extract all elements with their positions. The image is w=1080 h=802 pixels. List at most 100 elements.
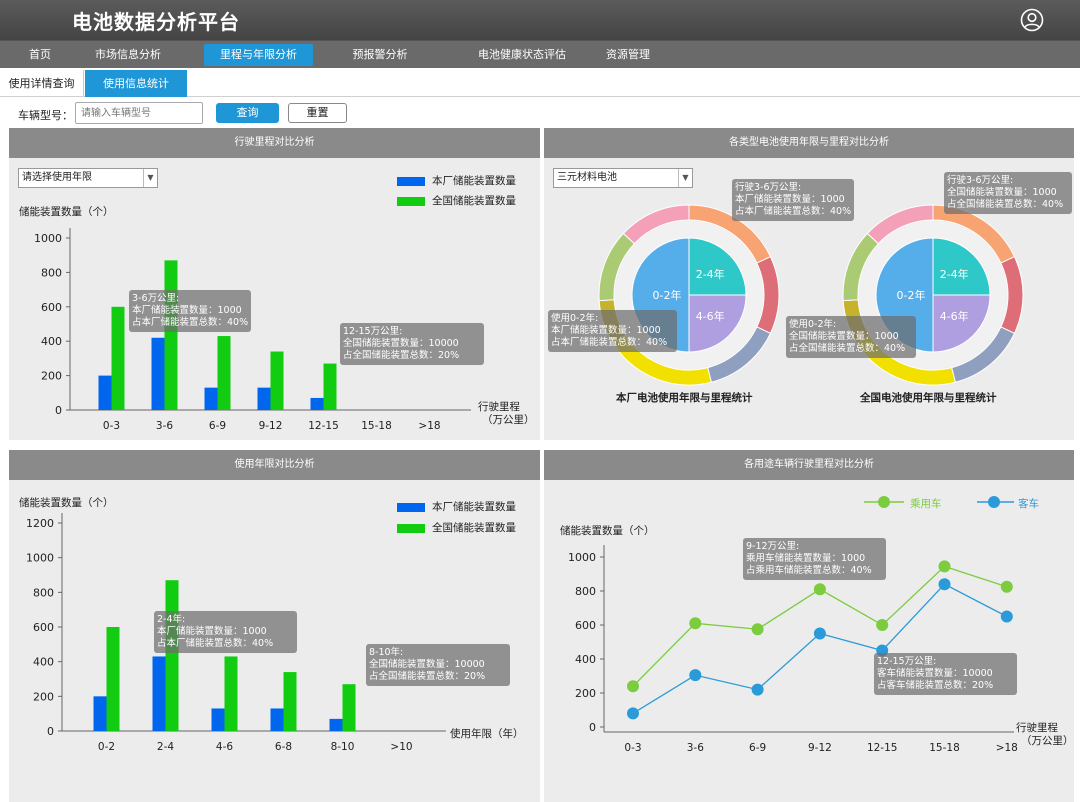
bar-factory	[93, 696, 107, 731]
y-axis-label: 储能装置数量（个）	[560, 525, 655, 537]
panel-header: 各类型电池使用年限与里程对比分析	[544, 128, 1074, 158]
bar-national	[323, 363, 337, 410]
bar-national	[106, 627, 120, 731]
bar-national	[165, 580, 179, 731]
main-nav: 首页 市场信息分析 里程与年限分析 预报警分析 电池健康状态评估 资源管理	[0, 40, 1080, 68]
x-tick-label: 15-18	[929, 742, 960, 754]
bar-national	[342, 684, 356, 731]
legend-swatch-blue	[397, 176, 425, 186]
query-button[interactable]: 查询	[216, 103, 279, 123]
data-point-bus	[1000, 610, 1013, 623]
tooltip-line: 使用0-2年:	[551, 313, 599, 324]
inner-slice	[932, 294, 991, 353]
legend-swatch-green	[397, 196, 425, 206]
tooltip-line: 12-15万公里:	[343, 326, 403, 337]
vehicle-model-input[interactable]	[75, 102, 203, 124]
tooltip-line: 2-4年:	[157, 614, 186, 625]
x-tick-label: 3-6	[156, 420, 173, 432]
tooltip-line: 全国储能装置数量：1000	[947, 187, 1057, 198]
age-select-value: 请选择使用年限	[22, 172, 92, 183]
nav-item-home[interactable]: 首页	[29, 48, 51, 61]
bar-factory	[310, 397, 324, 410]
slice-label: 4-6年	[940, 309, 969, 323]
tab-usage-detail[interactable]: 使用详情查询	[0, 70, 84, 97]
y-tick-label: 800	[33, 586, 54, 599]
y-tick-label: 600	[33, 621, 54, 634]
tooltip-line: 全国储能装置数量：10000	[369, 659, 485, 670]
outer-ring-segment	[622, 204, 690, 245]
tooltip-line: 本厂储能装置数量：1000	[157, 626, 267, 637]
tooltip-national-age: 使用0-2年: 全国储能装置数量：1000 占全国储能装置总数：40%	[786, 316, 916, 358]
x-axis-label: 行驶里程	[1016, 722, 1058, 734]
tooltip-line: 3-6万公里:	[132, 293, 180, 304]
y-tick-label: 0	[47, 725, 54, 738]
panel-header: 行驶里程对比分析	[9, 128, 540, 158]
y-axis-label: 储能装置数量（个）	[19, 497, 114, 509]
nav-item-warning[interactable]: 预报警分析	[352, 48, 408, 61]
tooltip-mileage-12-15: 12-15万公里: 全国储能装置数量：10000 占全国储能装置总数：20%	[340, 323, 484, 365]
tooltip-bus-12-15: 12-15万公里: 客车储能装置数量：10000 占客车储能装置总数：20%	[874, 653, 1017, 695]
data-point-passenger	[1000, 580, 1013, 593]
chevron-down-icon: ▼	[143, 169, 157, 187]
tooltip-line: 占本厂储能装置总数：40%	[735, 206, 852, 217]
reset-button[interactable]: 重置	[288, 103, 347, 123]
x-tick-label: 6-9	[209, 420, 226, 432]
outer-ring-segment	[866, 204, 934, 245]
legend-label-bus: 客车	[1018, 498, 1039, 510]
nav-item-resources[interactable]: 资源管理	[606, 48, 650, 61]
tooltip-line: 12-15万公里:	[877, 656, 937, 667]
nav-item-health[interactable]: 电池健康状态评估	[478, 48, 566, 61]
legend-label: 全国储能装置数量	[432, 195, 516, 207]
bar-national	[224, 656, 238, 731]
x-tick-label: >10	[390, 741, 412, 753]
tooltip-line: 8-10年:	[369, 647, 404, 658]
x-tick-label: 3-6	[687, 742, 704, 754]
nav-item-mileage-age[interactable]: 里程与年限分析	[204, 44, 313, 66]
slice-label: 0-2年	[653, 288, 682, 302]
y-tick-label: 1000	[568, 551, 596, 564]
x-tick-label: 0-2	[98, 741, 115, 753]
bar-factory	[211, 708, 225, 731]
tooltip-line: 客车储能装置数量：10000	[877, 668, 993, 679]
y-tick-label: 800	[41, 266, 62, 279]
vehicle-model-label: 车辆型号：	[18, 109, 73, 122]
legend-factory: 本厂储能装置数量	[397, 499, 516, 514]
x-tick-label: 8-10	[331, 741, 355, 753]
tooltip-passenger-9-12: 9-12万公里: 乘用车储能装置数量：1000 占乘用车储能装置总数：40%	[743, 538, 886, 580]
panel-header: 各用途车辆行驶里程对比分析	[544, 450, 1074, 480]
battery-type-select[interactable]: 三元材料电池 ▼	[553, 168, 693, 188]
bar-national	[283, 672, 297, 731]
tooltip-line: 占全国储能装置总数：40%	[947, 199, 1064, 210]
x-tick-label: 9-12	[808, 742, 832, 754]
nav-item-market[interactable]: 市场信息分析	[95, 48, 161, 61]
vehicle-line-chart: 0 200 400 600 800 1000 0-3 3-6 6-9 9-12 12-15 15-18…	[568, 496, 1018, 754]
battery-type-panel: 各类型电池使用年限与里程对比分析 2-4年 4-6年 0-2年 2-4年 4-6年 0-2…	[544, 128, 1074, 440]
tooltip-line: 全国储能装置数量：10000	[343, 338, 459, 349]
legend-factory: 本厂储能装置数量	[397, 173, 516, 188]
donut2-title: 全国电池使用年限与里程统计	[860, 392, 997, 404]
slice-label: 2-4年	[940, 267, 969, 281]
slice-label: 4-6年	[696, 309, 725, 323]
bar-national	[217, 336, 231, 410]
tooltip-age-8-10: 8-10年: 全国储能装置数量：10000 占全国储能装置总数：20%	[366, 644, 510, 686]
tooltip-line: 使用0-2年:	[789, 319, 837, 330]
y-tick-label: 0	[589, 721, 596, 734]
y-tick-label: 800	[575, 585, 596, 598]
bar-factory	[152, 656, 166, 731]
legend-label-passenger: 乘用车	[910, 498, 942, 510]
age-select[interactable]: 请选择使用年限 ▼	[18, 168, 158, 188]
user-circle-icon[interactable]	[1020, 8, 1044, 32]
tab-usage-stats[interactable]: 使用信息统计	[85, 70, 187, 97]
data-point-passenger	[627, 680, 639, 693]
tooltip-line: 本厂储能装置数量：1000	[735, 194, 845, 205]
age-comparison-panel: 使用年限对比分析 0 200 400 600 800 1000 1200 0-2 2-4 4-6 6…	[9, 450, 540, 802]
tooltip-factory-mileage: 行驶3-6万公里: 本厂储能装置数量：1000 占本厂储能装置总数：40%	[732, 179, 855, 221]
x-tick-label: 0-3	[103, 420, 120, 432]
bar-national	[111, 306, 125, 410]
x-tick-label: 12-15	[308, 420, 339, 432]
tooltip-age-2-4: 2-4年: 本厂储能装置数量：1000 占本厂储能装置总数：40%	[154, 611, 297, 653]
y-tick-label: 1200	[26, 517, 54, 530]
legend-label: 本厂储能装置数量	[432, 175, 516, 187]
slice-label: 2-4年	[696, 267, 725, 281]
app-title: 电池数据分析平台	[72, 10, 240, 34]
